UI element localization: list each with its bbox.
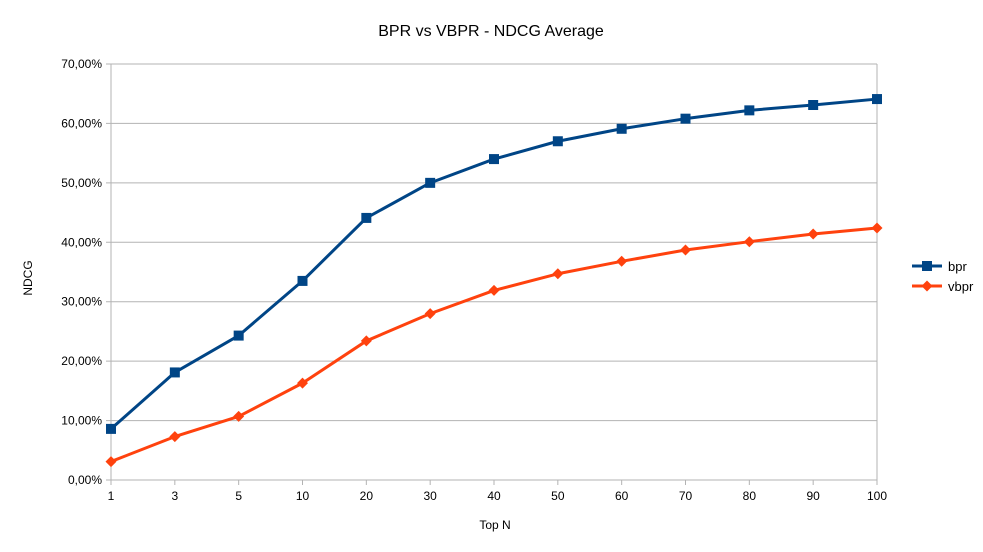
data-point-bpr [616,123,627,134]
data-point-vbpr [743,236,755,248]
y-tick-label: 30,00% [61,295,102,309]
data-point-vbpr [807,228,819,240]
data-point-vbpr [424,308,436,320]
data-point-bpr [169,367,180,378]
data-point-bpr [489,154,499,165]
x-tick-label: 80 [743,489,757,503]
x-tick-label: 5 [235,489,242,503]
data-point-vbpr [871,222,883,234]
data-point-bpr [680,113,691,124]
x-tick-label: 3 [171,489,178,503]
y-tick-label: 20,00% [61,354,102,368]
y-tick-label: 40,00% [61,235,102,249]
data-point-bpr [233,330,244,341]
x-tick-label: 70 [679,489,693,503]
x-tick-label: 100 [867,489,887,503]
data-point-vbpr [105,456,117,468]
x-tick-label: 30 [423,489,437,503]
x-tick-labels: 1 3 5 10 20 30 40 50 60 70 80 90 100 [108,489,888,503]
data-point-bpr [425,177,436,188]
x-tick-label: 20 [360,489,374,503]
data-point-bpr [361,212,372,223]
x-tick-label: 60 [615,489,629,503]
x-tick-label: 90 [806,489,820,503]
legend-label-bpr: bpr [948,259,967,274]
data-point-vbpr [616,255,628,267]
series-line-vbpr [110,226,878,463]
data-point-vbpr [169,431,181,443]
data-point-bpr [552,136,563,147]
legend: bpr vbpr [912,259,974,294]
legend-marker-bpr [922,261,932,271]
gridlines [106,63,877,481]
x-tick-label: 10 [296,489,310,503]
y-tick-label: 70,00% [61,57,102,71]
y-tick-labels: 0,00% 10,00% 20,00% 30,00% 40,00% 50,00% 60,00… [61,57,102,487]
data-point-bpr [744,105,755,116]
x-axis-label: Top N [479,518,510,532]
chart-title: BPR vs VBPR - NDCG Average [378,23,604,40]
data-point-vbpr [680,244,691,256]
data-point-vbpr [360,335,372,347]
y-tick-label: 60,00% [61,116,102,130]
y-tick-label: 50,00% [61,176,102,190]
data-point-bpr [808,100,819,111]
x-tick-label: 40 [487,489,501,503]
x-tick-label: 50 [551,489,565,503]
series-line-bpr [110,97,878,431]
y-axis-label: NDCG [21,260,35,295]
data-point-bpr [297,275,308,286]
data-point-vbpr [297,377,308,389]
data-point-vbpr [552,268,564,280]
data-point-vbpr [233,410,245,422]
data-point-bpr [872,94,882,105]
x-tick-label: 1 [108,489,115,503]
axes [110,64,878,485]
legend-marker-vbpr [921,280,933,292]
y-tick-label: 0,00% [68,473,102,487]
legend-label-vbpr: vbpr [948,279,974,294]
data-point-bpr [106,423,116,434]
series-group [105,94,883,468]
data-point-vbpr [488,284,500,296]
y-tick-label: 10,00% [61,414,102,428]
